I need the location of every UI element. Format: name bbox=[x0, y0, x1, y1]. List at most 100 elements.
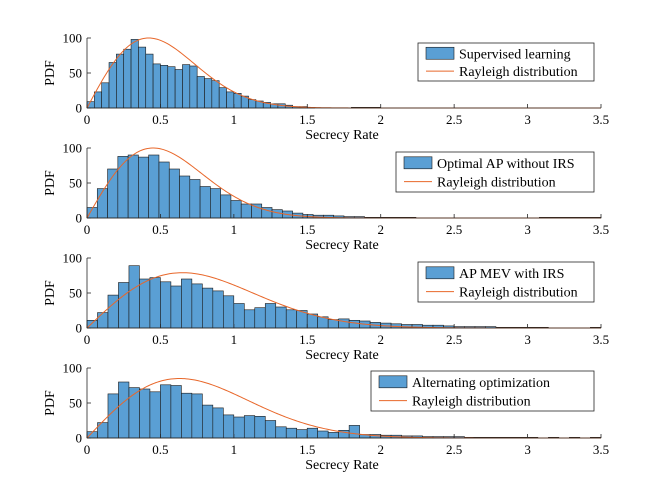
x-axis-label: Secrecy Rate bbox=[305, 238, 378, 253]
histogram-bar bbox=[108, 62, 117, 109]
histogram-bar bbox=[220, 194, 232, 219]
y-tick-label: 100 bbox=[63, 31, 83, 46]
histogram-bar bbox=[348, 319, 360, 329]
histogram-bar bbox=[210, 188, 221, 219]
x-tick-label: 3 bbox=[524, 332, 531, 347]
legend-label-histogram: Optimal AP without IRS bbox=[437, 157, 575, 172]
histogram-bar bbox=[189, 65, 198, 109]
y-tick-label: 50 bbox=[69, 66, 82, 81]
y-tick-label: 100 bbox=[63, 251, 83, 266]
histogram-bar bbox=[202, 287, 214, 329]
histogram-bar bbox=[168, 168, 180, 219]
legend: Supervised learning Rayleigh distribution bbox=[417, 42, 595, 82]
x-tick-label: 0 bbox=[84, 112, 91, 127]
histogram-bar bbox=[264, 420, 277, 439]
histogram-bar bbox=[348, 425, 360, 439]
histogram-bar bbox=[96, 188, 108, 219]
histogram-bar bbox=[223, 414, 235, 439]
legend-label-curve: Rayleigh distribution bbox=[459, 65, 578, 80]
x-tick-label: 2.5 bbox=[446, 112, 462, 127]
histogram-bar bbox=[254, 415, 266, 439]
histogram-bar bbox=[94, 91, 102, 109]
x-tick-label: 2.5 bbox=[446, 222, 462, 237]
histogram-bar bbox=[212, 407, 224, 439]
x-tick-label: 3.5 bbox=[593, 222, 609, 237]
y-tick-label: 0 bbox=[76, 431, 83, 446]
y-tick-label: 50 bbox=[69, 286, 82, 301]
x-axis-label: Secrecy Rate bbox=[305, 128, 378, 143]
x-tick-label: 1.5 bbox=[299, 112, 315, 127]
x-axis-label: Secrecy Rate bbox=[305, 458, 378, 473]
histogram-bar bbox=[97, 312, 109, 329]
x-tick-label: 3.5 bbox=[593, 112, 609, 127]
histogram-bar bbox=[148, 154, 160, 219]
legend-label-curve: Rayleigh distribution bbox=[437, 176, 556, 191]
x-tick-label: 1 bbox=[231, 442, 238, 457]
x-tick-label: 1 bbox=[231, 222, 238, 237]
histogram-bar bbox=[128, 265, 140, 329]
histogram-bar bbox=[243, 415, 256, 439]
x-tick-label: 3 bbox=[524, 222, 531, 237]
histogram-bar bbox=[233, 416, 245, 439]
x-tick-label: 2.5 bbox=[446, 332, 462, 347]
x-tick-label: 0.5 bbox=[152, 442, 168, 457]
histogram-bar bbox=[160, 65, 169, 109]
subplot-4: 0 0.5 1 1.5 2 2.5 3 3.5 0 50 100 Secrecy Rate PDF Alt… bbox=[43, 361, 609, 474]
histogram-bar bbox=[296, 429, 308, 439]
histogram-bar bbox=[167, 66, 176, 109]
histogram-bar bbox=[160, 384, 172, 439]
x-tick-label: 0.5 bbox=[152, 332, 168, 347]
histogram-bar bbox=[107, 393, 119, 439]
histogram-bar bbox=[182, 64, 191, 109]
histogram-bar bbox=[317, 430, 329, 439]
histogram-bar bbox=[149, 277, 161, 329]
legend: AP MEV with IRS Rayleigh distribution bbox=[417, 261, 595, 303]
histogram-bar bbox=[118, 381, 130, 439]
legend: Alternating optimization Rayleigh distrib… bbox=[370, 370, 595, 412]
histogram-bar bbox=[101, 82, 110, 109]
y-tick-label: 0 bbox=[76, 211, 83, 226]
legend-label-curve: Rayleigh distribution bbox=[459, 286, 578, 301]
y-axis-label: PDF bbox=[43, 390, 58, 416]
histogram-bar bbox=[149, 391, 161, 439]
x-tick-label: 1 bbox=[231, 332, 238, 347]
histogram-bar bbox=[118, 282, 130, 329]
histogram-bar bbox=[233, 303, 245, 329]
x-tick-label: 3 bbox=[524, 112, 531, 127]
legend-swatch-histogram bbox=[403, 156, 433, 170]
x-tick-label: 1 bbox=[231, 112, 238, 127]
y-tick-label: 100 bbox=[63, 361, 83, 376]
x-tick-label: 2 bbox=[377, 112, 384, 127]
x-tick-label: 1.5 bbox=[299, 332, 315, 347]
histogram-bar bbox=[127, 154, 139, 219]
histogram-bar bbox=[179, 175, 191, 219]
histogram-bar bbox=[248, 99, 257, 109]
histogram-bar bbox=[145, 53, 154, 109]
legend-label-histogram: AP MEV with IRS bbox=[459, 267, 564, 282]
legend-box bbox=[370, 370, 595, 412]
histogram-bar bbox=[285, 309, 298, 329]
histogram-bar bbox=[158, 161, 170, 219]
x-tick-label: 1.5 bbox=[299, 222, 315, 237]
histogram-bar bbox=[86, 101, 95, 109]
histogram-bar bbox=[107, 294, 119, 329]
y-tick-label: 100 bbox=[63, 141, 83, 156]
legend-swatch-histogram bbox=[378, 375, 408, 389]
x-tick-label: 3 bbox=[524, 442, 531, 457]
histogram-bar bbox=[138, 156, 149, 219]
legend-label-curve: Rayleigh distribution bbox=[412, 395, 531, 410]
histogram-bar bbox=[170, 385, 182, 439]
histogram-bar bbox=[243, 309, 256, 329]
histogram-bar bbox=[218, 87, 227, 109]
legend-label-histogram: Alternating optimization bbox=[412, 376, 550, 391]
subplot-2: 0 0.5 1 1.5 2 2.5 3 3.5 0 50 100 Secrecy Rate PDF Opt… bbox=[43, 141, 609, 254]
y-axis-label: PDF bbox=[43, 60, 58, 86]
histogram-bar bbox=[117, 156, 129, 219]
x-tick-label: 3.5 bbox=[593, 332, 609, 347]
histogram-bar bbox=[338, 318, 350, 329]
histogram-bar bbox=[181, 278, 193, 329]
y-tick-label: 50 bbox=[69, 176, 82, 191]
x-tick-label: 0.5 bbox=[152, 222, 168, 237]
histogram-bar bbox=[139, 278, 151, 329]
histogram-bar bbox=[223, 295, 235, 329]
